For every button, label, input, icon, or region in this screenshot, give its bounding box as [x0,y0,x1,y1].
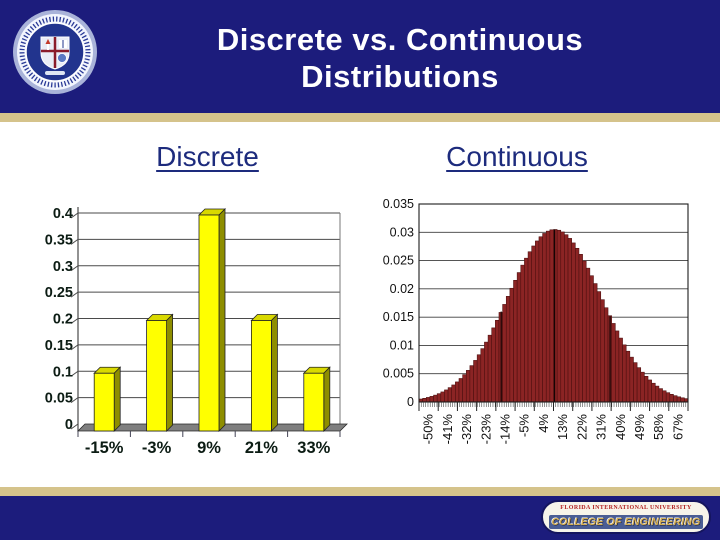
university-seal-logo [12,5,98,99]
svg-text:-23%: -23% [478,414,493,445]
svg-text:49%: 49% [632,414,647,440]
svg-text:-5%: -5% [517,414,532,438]
svg-text:9%: 9% [197,439,221,457]
svg-text:0.01: 0.01 [390,338,414,352]
svg-text:67%: 67% [670,414,685,440]
svg-text:0.015: 0.015 [383,310,414,324]
slide-title: Discrete vs. Continuous Distributions [88,21,712,95]
svg-text:-3%: -3% [142,439,172,457]
svg-text:-32%: -32% [459,414,474,445]
slide-title-line2: Distributions [301,59,499,94]
title-banner [0,0,720,113]
university-seal-icon [13,10,97,94]
svg-text:0.005: 0.005 [383,367,414,381]
svg-text:-15%: -15% [85,439,124,457]
svg-text:31%: 31% [594,414,609,440]
svg-text:0.1: 0.1 [53,364,73,380]
svg-text:0.2: 0.2 [53,312,73,328]
svg-text:-50%: -50% [421,414,436,445]
svg-text:0.02: 0.02 [390,282,414,296]
continuous-distribution-chart: 0 0.005 0.01 0.015 0.02 0.025 0.03 0.035 -50% -41… [383,197,689,445]
college-of-engineering-badge: FLORIDA INTERNATIONAL UNIVERSITY COLLEGE… [541,500,711,534]
discrete-bar-chart: 0 0.05 0.1 0.15 0.2 0.25 0.3 0.35 0.4 -15% -3% 9% 21… [45,206,348,457]
svg-text:0.035: 0.035 [383,197,414,211]
svg-text:40%: 40% [613,414,628,440]
badge-college-text: COLLEGE OF ENGINEERING [551,516,701,528]
svg-text:0.3: 0.3 [53,259,73,275]
slide-title-line1: Discrete vs. Continuous [216,22,584,57]
svg-text:0.025: 0.025 [383,254,414,268]
svg-text:0.35: 0.35 [45,232,73,248]
badge-college-band: COLLEGE OF ENGINEERING [549,515,703,529]
svg-text:0.03: 0.03 [390,225,414,239]
svg-text:0: 0 [65,417,73,433]
heading-continuous: Continuous [446,141,588,172]
svg-text:22%: 22% [574,414,589,440]
gold-divider-top [0,113,720,122]
svg-text:0.25: 0.25 [45,285,73,301]
svg-text:33%: 33% [297,439,330,457]
gold-divider-bottom [0,487,720,496]
heading-discrete: Discrete [156,141,259,172]
svg-text:21%: 21% [245,439,278,457]
svg-text:0: 0 [407,395,414,409]
svg-text:-14%: -14% [498,414,513,445]
svg-text:13%: 13% [555,414,570,440]
svg-text:58%: 58% [651,414,666,440]
svg-text:0.4: 0.4 [53,206,73,222]
svg-text:-41%: -41% [440,414,455,445]
badge-university-text: FLORIDA INTERNATIONAL UNIVERSITY [560,505,692,511]
svg-text:0.15: 0.15 [45,338,73,354]
svg-text:4%: 4% [536,414,551,433]
svg-text:0.05: 0.05 [45,391,73,407]
